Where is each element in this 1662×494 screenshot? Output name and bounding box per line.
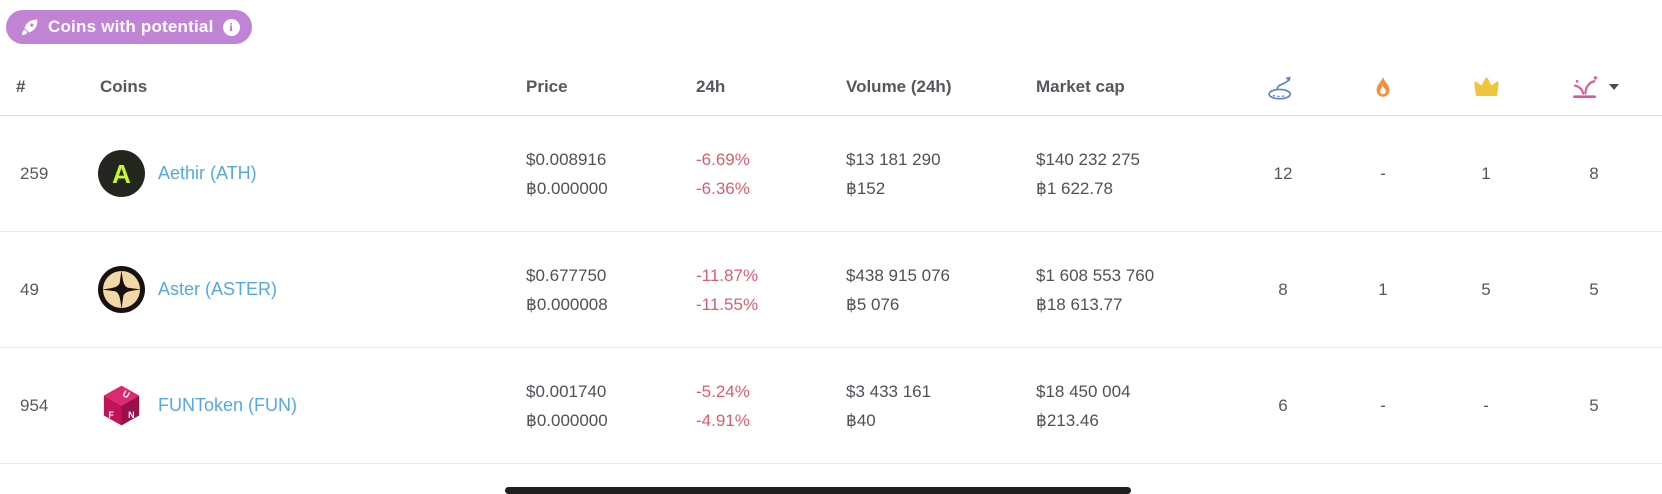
stat-crown: 5 bbox=[1481, 279, 1491, 299]
table-header-row: # Coins Price 24h Volume (24h) Market ca… bbox=[0, 58, 1662, 116]
volume-cell: $438 915 076 ฿5 076 bbox=[840, 261, 1030, 319]
header-rank[interactable]: # bbox=[16, 76, 26, 96]
stat-crown: 1 bbox=[1481, 163, 1491, 183]
volume-usd: $438 915 076 bbox=[846, 265, 950, 285]
volume-btc: ฿152 bbox=[846, 178, 886, 198]
flame-icon bbox=[1376, 75, 1390, 97]
price-usd: $0.677750 bbox=[526, 265, 607, 285]
splash-icon bbox=[1572, 76, 1597, 98]
rocket-icon bbox=[21, 19, 38, 35]
stat-splash: 5 bbox=[1589, 279, 1599, 299]
coins-with-potential-badge[interactable]: Coins with potential i bbox=[6, 10, 252, 44]
coin-logo-aethir: A bbox=[98, 150, 145, 197]
svg-text:U: U bbox=[121, 388, 131, 400]
price-usd: $0.001740 bbox=[526, 381, 607, 401]
stat-coin-jump: 6 bbox=[1278, 395, 1288, 415]
price-cell: $0.677750 ฿0.000008 bbox=[520, 261, 690, 319]
market-cap-cell: $18 450 004 ฿213.46 bbox=[1030, 377, 1233, 435]
stat-flame: - bbox=[1380, 163, 1386, 183]
coin-link[interactable]: FUNToken (FUN) bbox=[158, 395, 298, 415]
price-btc: ฿0.000000 bbox=[526, 410, 608, 430]
stat-splash: 5 bbox=[1589, 395, 1599, 415]
svg-text:N: N bbox=[128, 410, 135, 420]
coin-rank: 259 bbox=[20, 163, 49, 183]
coin-link[interactable]: Aethir (ATH) bbox=[158, 163, 257, 183]
change-btc: -4.91% bbox=[696, 410, 750, 430]
stat-splash: 8 bbox=[1589, 163, 1599, 183]
price-btc: ฿0.000008 bbox=[526, 294, 608, 314]
svg-text:A: A bbox=[112, 159, 131, 189]
crown-icon bbox=[1473, 77, 1499, 96]
stat-crown: - bbox=[1483, 395, 1489, 415]
coin-cell: A Aethir (ATH) bbox=[90, 150, 520, 197]
header-market-cap[interactable]: Market cap bbox=[1036, 76, 1125, 96]
table-row: 259 A Aethir (ATH) $0.008916 ฿0.000000 -… bbox=[0, 116, 1662, 232]
coin-link[interactable]: Aster (ASTER) bbox=[158, 279, 278, 299]
coin-cell: U F N FUNToken (FUN) bbox=[90, 382, 520, 429]
header-sort-flame[interactable] bbox=[1333, 73, 1433, 100]
volume-usd: $13 181 290 bbox=[846, 149, 941, 169]
coin-logo-aster bbox=[98, 266, 145, 313]
change-cell: -6.69% -6.36% bbox=[690, 145, 840, 203]
header-price[interactable]: Price bbox=[526, 76, 568, 96]
stat-coin-jump: 12 bbox=[1273, 163, 1293, 183]
sort-caret-icon bbox=[1608, 83, 1619, 90]
market-cap-cell: $1 608 553 760 ฿18 613.77 bbox=[1030, 261, 1233, 319]
price-usd: $0.008916 bbox=[526, 149, 607, 169]
coin-rank: 49 bbox=[20, 279, 39, 299]
mcap-usd: $140 232 275 bbox=[1036, 149, 1140, 169]
mcap-usd: $18 450 004 bbox=[1036, 381, 1131, 401]
price-cell: $0.001740 ฿0.000000 bbox=[520, 377, 690, 435]
stat-flame: - bbox=[1380, 395, 1386, 415]
header-coins[interactable]: Coins bbox=[100, 76, 148, 96]
mcap-btc: ฿213.46 bbox=[1036, 410, 1099, 430]
mcap-usd: $1 608 553 760 bbox=[1036, 265, 1155, 285]
header-sort-crown[interactable] bbox=[1433, 75, 1539, 99]
coin-rank: 954 bbox=[20, 395, 49, 415]
header-volume-24h[interactable]: Volume (24h) bbox=[846, 76, 952, 96]
volume-cell: $3 433 161 ฿40 bbox=[840, 377, 1030, 435]
market-cap-cell: $140 232 275 ฿1 622.78 bbox=[1030, 145, 1233, 203]
coin-cell: Aster (ASTER) bbox=[90, 266, 520, 313]
change-cell: -5.24% -4.91% bbox=[690, 377, 840, 435]
volume-btc: ฿40 bbox=[846, 410, 876, 430]
change-usd: -6.69% bbox=[696, 149, 750, 169]
stat-coin-jump: 8 bbox=[1278, 279, 1288, 299]
change-usd: -5.24% bbox=[696, 381, 750, 401]
stat-flame: 1 bbox=[1378, 279, 1388, 299]
price-cell: $0.008916 ฿0.000000 bbox=[520, 145, 690, 203]
volume-btc: ฿5 076 bbox=[846, 294, 900, 314]
change-btc: -11.55% bbox=[696, 294, 759, 314]
table-row: 954 U F N FUNToken (FUN) $0.001740 ฿0.00… bbox=[0, 348, 1662, 464]
mcap-btc: ฿1 622.78 bbox=[1036, 178, 1113, 198]
header-sort-coin-jump[interactable] bbox=[1233, 72, 1333, 101]
mcap-btc: ฿18 613.77 bbox=[1036, 294, 1123, 314]
volume-usd: $3 433 161 bbox=[846, 381, 932, 401]
badge-label: Coins with potential bbox=[48, 17, 214, 36]
horizontal-scrollbar-thumb[interactable] bbox=[505, 487, 1131, 494]
volume-cell: $13 181 290 ฿152 bbox=[840, 145, 1030, 203]
change-btc: -6.36% bbox=[696, 178, 750, 198]
change-cell: -11.87% -11.55% bbox=[690, 261, 840, 319]
svg-text:F: F bbox=[108, 410, 114, 420]
change-usd: -11.87% bbox=[696, 265, 759, 285]
header-24h[interactable]: 24h bbox=[696, 76, 726, 96]
coins-table: # Coins Price 24h Volume (24h) Market ca… bbox=[0, 58, 1662, 464]
horizontal-scrollbar bbox=[0, 486, 1662, 494]
table-row: 49 Aster (ASTER) $0.677750 ฿0.000008 -11… bbox=[0, 232, 1662, 348]
coin-jump-icon bbox=[1268, 76, 1291, 100]
price-btc: ฿0.000000 bbox=[526, 178, 608, 198]
info-icon[interactable]: i bbox=[222, 18, 240, 36]
coin-logo-funtoken: U F N bbox=[103, 385, 140, 426]
header-sort-splash[interactable] bbox=[1539, 73, 1649, 100]
